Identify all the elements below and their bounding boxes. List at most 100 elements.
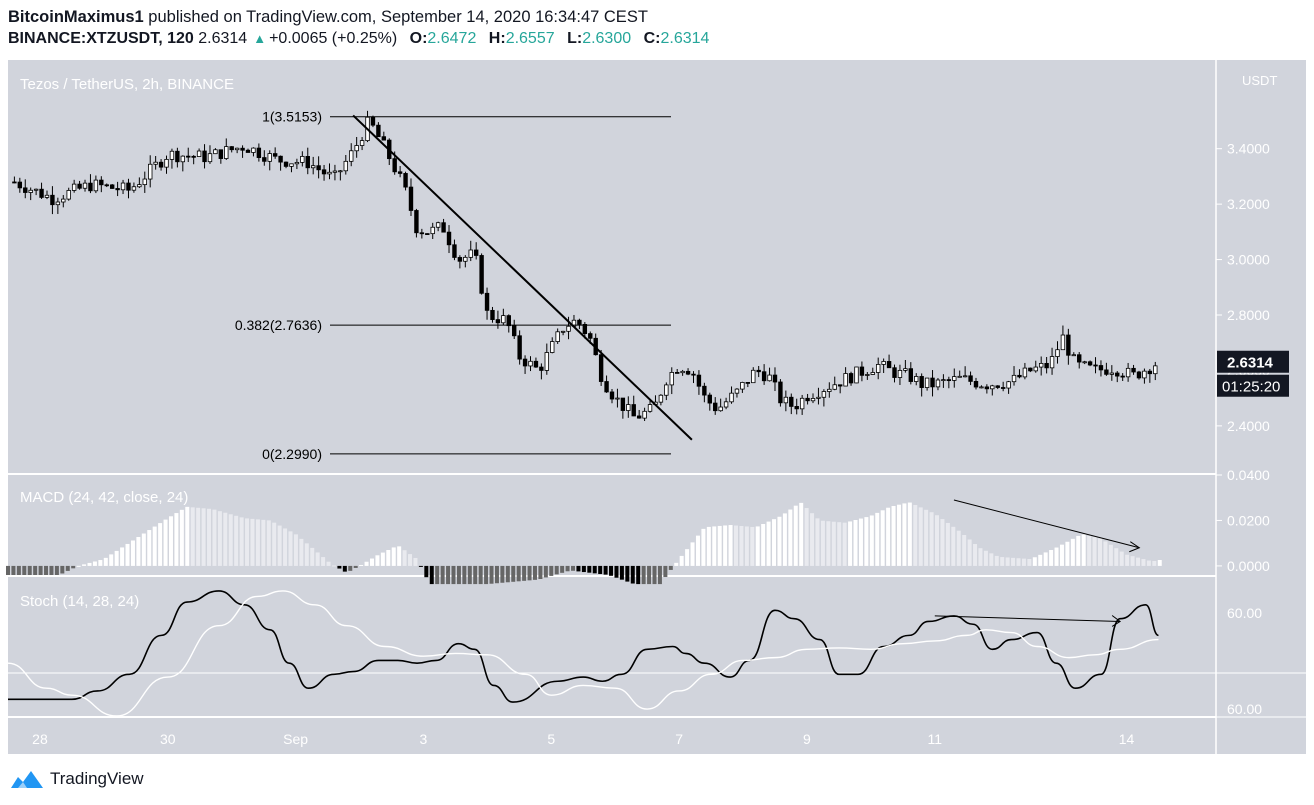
- price-label-bg: [1217, 350, 1289, 373]
- stoch-axis: 60.00 60.00: [1227, 605, 1262, 717]
- candle-body: [294, 161, 300, 165]
- macd-bar: [1065, 541, 1070, 566]
- macd-bar: [321, 557, 326, 566]
- candle-body: [544, 352, 550, 371]
- candle-body: [696, 374, 702, 387]
- candle-body: [120, 182, 126, 191]
- candle-body: [979, 386, 984, 389]
- macd-bar: [44, 565, 49, 575]
- time-axis: 28 30 Sep 3 5 7 9 11 14: [32, 731, 1134, 747]
- macd-bar: [728, 525, 733, 566]
- candle-body: [44, 194, 50, 198]
- macd-bar: [652, 565, 657, 585]
- candle-body: [588, 333, 593, 339]
- author-name[interactable]: BitcoinMaximus1: [8, 8, 144, 26]
- candle-body: [707, 394, 712, 404]
- macd-bar: [777, 516, 782, 566]
- candle-body: [609, 391, 615, 400]
- macd-bar: [342, 565, 347, 572]
- macd-bar: [185, 506, 190, 566]
- candle-body: [115, 188, 120, 191]
- macd-bar: [71, 565, 76, 569]
- candle-body: [680, 370, 685, 374]
- low-label: L:: [567, 30, 583, 47]
- candle-body: [642, 410, 647, 419]
- macd-pane-title: MACD (24, 42, close, 24): [20, 489, 188, 506]
- macd-bar: [532, 565, 537, 580]
- macd-bar: [924, 509, 929, 566]
- candle-body: [968, 375, 973, 382]
- candle-body: [664, 384, 669, 396]
- candle-body: [772, 374, 778, 383]
- macd-bar: [413, 557, 418, 566]
- fib-level-label: 0.382(2.7636): [235, 317, 322, 333]
- last-price: 2.6314: [198, 30, 248, 47]
- macd-bar: [277, 525, 282, 566]
- macd-bar: [234, 515, 239, 566]
- candle-body: [457, 257, 463, 262]
- candle-body: [202, 150, 207, 163]
- macd-axis: 0.0400 0.0200 0.0000: [1216, 467, 1270, 574]
- publish-line: BitcoinMaximus1 published on TradingView…: [8, 6, 709, 28]
- macd-bar: [456, 565, 461, 585]
- macd-bar: [27, 565, 32, 575]
- macd-bar: [54, 565, 59, 575]
- candle-body: [533, 360, 539, 368]
- x-tick-label: 14: [1119, 731, 1135, 747]
- macd-bar: [647, 565, 652, 585]
- macd-bar: [565, 565, 570, 572]
- macd-bar: [810, 513, 815, 566]
- candle-body: [240, 147, 245, 151]
- candle-body: [1104, 369, 1109, 375]
- macd-bar: [386, 550, 391, 566]
- candle-body: [615, 397, 620, 400]
- macd-bar: [250, 518, 255, 566]
- macd-bar: [554, 565, 559, 575]
- macd-bar: [163, 519, 168, 566]
- macd-bar: [864, 517, 869, 566]
- candle-body: [468, 249, 473, 258]
- candle-body: [1006, 381, 1011, 389]
- tradingview-branding[interactable]: TradingView: [10, 768, 144, 790]
- high-value: 2.6557: [505, 30, 555, 47]
- macd-bar: [576, 565, 581, 572]
- candle-body: [930, 377, 935, 388]
- macd-bar: [1146, 560, 1151, 566]
- candle-body: [756, 369, 761, 373]
- y-tick-label: 3.0000: [1227, 252, 1270, 268]
- macd-bar: [467, 565, 472, 585]
- macd-bar: [858, 518, 863, 566]
- candle-body: [674, 372, 680, 374]
- candle-body: [522, 358, 528, 367]
- candle-body: [1093, 364, 1098, 367]
- descending-trendline: [352, 114, 693, 441]
- candle-body: [354, 145, 359, 152]
- macd-bar: [739, 525, 744, 566]
- macd-bar: [973, 544, 978, 566]
- candle-body: [196, 150, 202, 157]
- x-tick-label: Sep: [283, 731, 308, 747]
- candle-body: [1120, 375, 1125, 378]
- macd-bar: [641, 565, 646, 585]
- macd-bar: [49, 565, 54, 575]
- macd-bar: [369, 558, 374, 566]
- macd-bar: [598, 565, 603, 574]
- candle-body: [77, 183, 82, 189]
- macd-bar: [272, 522, 277, 566]
- macd-bar: [663, 565, 668, 578]
- candle-body: [473, 249, 479, 256]
- macd-bar: [6, 565, 10, 575]
- open-value: 2.6472: [427, 30, 477, 47]
- candle-body: [555, 331, 560, 342]
- x-tick-label: 7: [675, 731, 683, 747]
- macd-bar: [380, 552, 385, 566]
- macd-bar: [125, 543, 130, 566]
- candle-body: [859, 366, 865, 376]
- candle-body: [843, 373, 848, 387]
- candle-body: [827, 388, 832, 392]
- stoch-pane-title: Stoch (14, 28, 24): [20, 593, 139, 610]
- candle-body: [577, 319, 582, 325]
- macd-bar: [212, 509, 217, 566]
- candle-body: [539, 366, 544, 371]
